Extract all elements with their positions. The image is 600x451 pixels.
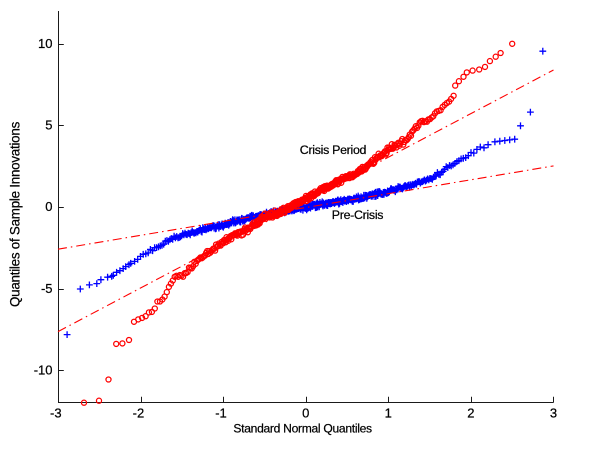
svg-text:Pre-Crisis: Pre-Crisis xyxy=(332,208,383,222)
svg-text:-10: -10 xyxy=(34,363,53,378)
svg-text:Standard Normal Quantiles: Standard Normal Quantiles xyxy=(233,421,372,435)
svg-text:-5: -5 xyxy=(41,281,53,296)
svg-text:-3: -3 xyxy=(50,406,62,421)
svg-text:10: 10 xyxy=(38,36,52,51)
svg-text:0: 0 xyxy=(45,199,52,214)
svg-text:1: 1 xyxy=(385,406,392,421)
svg-text:0: 0 xyxy=(302,406,309,421)
svg-text:-2: -2 xyxy=(133,406,145,421)
svg-text:2: 2 xyxy=(467,406,474,421)
svg-text:Crisis Period: Crisis Period xyxy=(300,143,367,157)
svg-text:3: 3 xyxy=(550,406,557,421)
svg-text:5: 5 xyxy=(45,118,52,133)
svg-text:-1: -1 xyxy=(215,406,227,421)
svg-text:Quantiles of Sample Innovation: Quantiles of Sample Innovations xyxy=(8,121,23,307)
